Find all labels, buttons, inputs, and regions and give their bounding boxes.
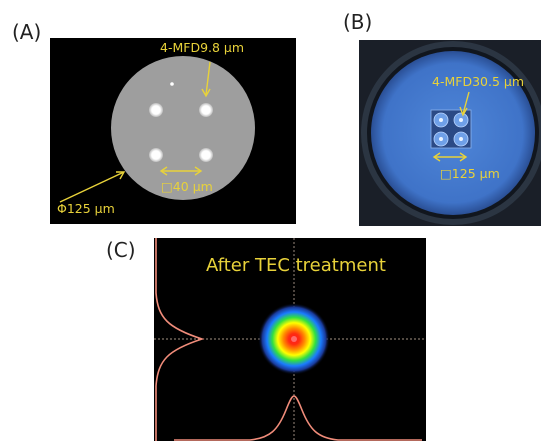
core-4	[199, 148, 213, 162]
core-3	[149, 148, 163, 162]
core-1	[149, 103, 163, 117]
panel-a-mfd-label: 4-MFD9.8 µm	[160, 40, 245, 55]
panel-c-title: After TEC treatment	[206, 255, 386, 276]
horizontal-intensity-profile	[174, 395, 422, 441]
panel-b-pitch-label: □125 µm	[440, 166, 500, 181]
fiber-cladding	[111, 56, 255, 200]
panel-b-label: (B)	[343, 10, 373, 34]
panel-a-image	[50, 38, 296, 224]
panel-a-label: (A)	[12, 20, 42, 44]
panel-a-diameter-label: Φ125 µm	[57, 201, 115, 216]
panel-b-image	[359, 40, 541, 226]
panel-a-pitch-label: □40 µm	[161, 179, 213, 194]
vertical-intensity-profile	[155, 238, 205, 441]
panel-b-mfd-label: 4-MFD30.5 µm	[432, 74, 524, 89]
panel-c-label: (C)	[106, 238, 136, 262]
core-2	[199, 103, 213, 117]
panel-c-image	[154, 238, 426, 441]
